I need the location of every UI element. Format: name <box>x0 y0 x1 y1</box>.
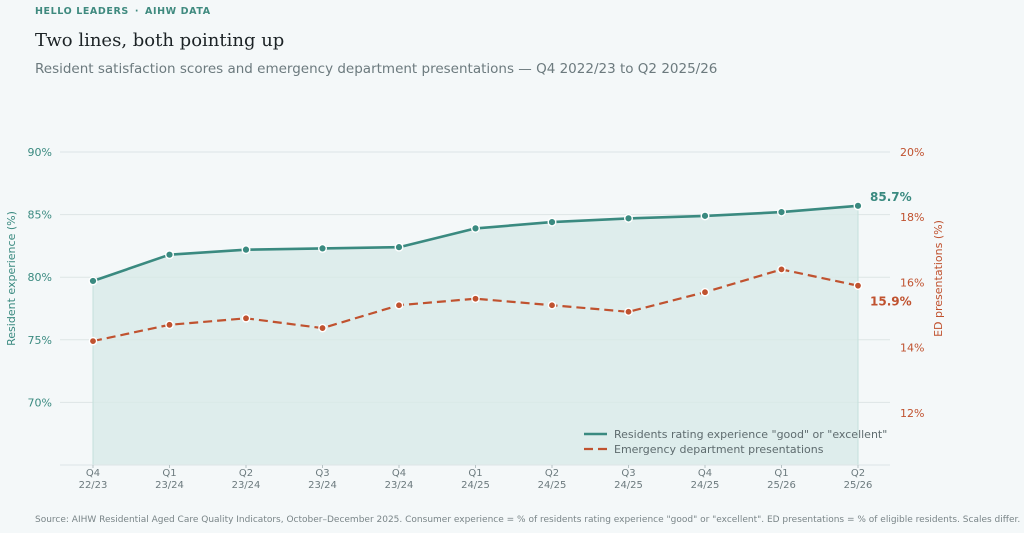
ed-presentations-point <box>777 265 786 274</box>
resident-experience-point <box>777 207 787 217</box>
left-tick-label: 75% <box>28 334 52 347</box>
ed-presentations-point <box>241 313 251 323</box>
legend-label-resident-experience: Residents rating experience "good" or "e… <box>614 428 887 441</box>
right-tick-label: 18% <box>900 211 924 224</box>
left-axis-title: Resident experience (%) <box>5 211 18 346</box>
left-tick-label: 90% <box>28 146 52 159</box>
ed-presentations-line <box>92 268 859 343</box>
left-tick-label: 80% <box>28 271 52 284</box>
x-tick-quarter: Q1 <box>468 468 482 479</box>
right-axis-title: ED presentations (%) <box>932 220 945 337</box>
x-tick-year: 22/23 <box>79 480 108 491</box>
x-tick-year: 23/24 <box>385 480 414 491</box>
ed-presentations-point <box>165 320 174 330</box>
ed-presentations-point <box>547 300 557 310</box>
ed-presentations-point <box>471 294 480 304</box>
x-tick-year: 23/24 <box>308 480 337 491</box>
ed-presentations-end-label: 15.9% <box>870 295 912 309</box>
right-tick-label: 14% <box>900 342 924 355</box>
ed-presentations-point <box>624 307 633 317</box>
x-tick-year: 24/25 <box>614 480 643 491</box>
x-tick-quarter: Q1 <box>162 468 176 479</box>
x-tick-quarter: Q3 <box>621 468 635 479</box>
ed-presentations-point <box>853 281 863 290</box>
x-tick-quarter: Q2 <box>545 468 559 479</box>
left-tick-label: 70% <box>28 396 52 409</box>
resident-experience-point <box>164 250 174 260</box>
right-tick-label: 12% <box>900 407 924 420</box>
data-points: 85.7% 15.9% <box>88 190 912 346</box>
x-tick-year: 23/24 <box>232 480 261 491</box>
eyebrow-separator: · <box>134 6 140 17</box>
chart-subtitle: Resident satisfaction scores and emergen… <box>35 61 718 77</box>
axes: 70% 75% 80% 85% 90% 12% 14% 16% 18% 20% Resident e… <box>5 146 945 491</box>
resident-experience-point <box>241 245 251 255</box>
eyebrow-source: AIHW DATA <box>145 6 211 17</box>
left-tick-label: 85% <box>28 209 52 222</box>
legend-label-ed-presentations: Emergency department presentations <box>614 443 824 456</box>
x-tick-quarter: Q2 <box>239 468 253 479</box>
eyebrow-brand: HELLO LEADERS <box>35 6 129 17</box>
resident-experience-point <box>547 217 557 227</box>
x-tick-year: 24/25 <box>461 480 490 491</box>
x-tick-quarter: Q3 <box>315 468 329 479</box>
x-tick-year: 24/25 <box>538 480 567 491</box>
x-tick-quarter: Q1 <box>774 468 788 479</box>
resident-experience-point <box>853 201 863 211</box>
resident-experience-area <box>92 205 859 466</box>
eyebrow: HELLO LEADERS · AIHW DATA <box>35 6 211 17</box>
x-tick-quarter: Q4 <box>392 468 406 479</box>
x-tick-year: 25/26 <box>767 480 796 491</box>
x-tick-year: 25/26 <box>844 480 873 491</box>
legend: Residents rating experience "good" or "e… <box>584 428 887 456</box>
resident-experience-point <box>394 242 404 252</box>
x-tick-quarter: Q4 <box>86 468 100 479</box>
x-tick-year: 24/25 <box>691 480 720 491</box>
right-tick-label: 20% <box>900 146 924 159</box>
ed-presentations-point <box>394 300 404 310</box>
right-tick-label: 16% <box>900 276 924 289</box>
ed-presentations-point <box>88 336 98 346</box>
x-tick-year: 23/24 <box>155 480 184 491</box>
ed-presentations-point <box>700 287 710 297</box>
resident-experience-point <box>471 223 481 233</box>
resident-experience-point <box>624 213 634 223</box>
x-tick-quarter: Q2 <box>851 468 865 479</box>
resident-experience-end-label: 85.7% <box>870 190 912 204</box>
ed-presentations-point <box>318 323 327 333</box>
x-tick-quarter: Q4 <box>698 468 712 479</box>
resident-experience-point <box>88 276 98 286</box>
chart-title: Two lines, both pointing up <box>35 30 285 51</box>
source-note: Source: AIHW Residential Aged Care Quali… <box>35 515 1021 525</box>
resident-experience-point <box>318 243 328 253</box>
resident-experience-point <box>700 211 710 221</box>
